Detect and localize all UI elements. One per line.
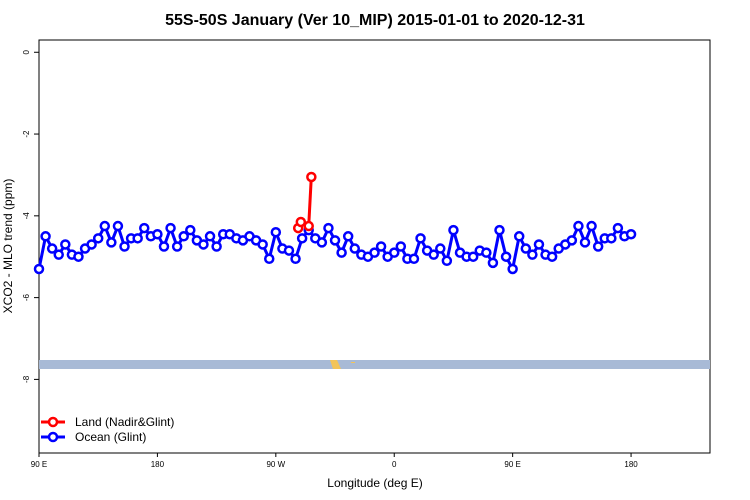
data-point-ocean bbox=[40, 231, 51, 242]
data-point-ocean bbox=[53, 249, 64, 260]
data-point-ocean bbox=[139, 222, 150, 234]
y-axis-label: XCO2 - MLO trend (ppm) bbox=[1, 179, 15, 314]
data-point-ocean bbox=[263, 253, 275, 265]
y-tick-label: -8 bbox=[22, 375, 31, 383]
x-axis: 90 E 180 90 W 0 90 E 180 bbox=[31, 453, 638, 469]
data-point-ocean bbox=[86, 239, 97, 250]
data-point-ocean bbox=[415, 233, 426, 244]
land-marker-dot bbox=[351, 362, 355, 363]
data-point-ocean bbox=[435, 243, 446, 254]
data-point-ocean bbox=[132, 233, 143, 244]
data-point-ocean bbox=[566, 235, 578, 246]
y-tick-label: 0 bbox=[22, 49, 31, 54]
data-point-ocean bbox=[592, 241, 604, 252]
data-point-ocean bbox=[165, 222, 176, 234]
y-axis: 0 -2 -4 -6 -8 bbox=[22, 49, 39, 383]
data-point-ocean bbox=[99, 220, 111, 232]
data-point-ocean bbox=[46, 243, 58, 254]
plot-frame bbox=[38, 39, 711, 454]
x-tick-label: 90 E bbox=[31, 460, 47, 469]
legend-marker-ocean bbox=[47, 431, 59, 443]
data-point-ocean bbox=[329, 235, 341, 246]
x-tick-label: 180 bbox=[151, 460, 165, 469]
data-point-ocean bbox=[507, 263, 518, 275]
data-point-ocean bbox=[342, 231, 354, 242]
data-point-ocean bbox=[369, 247, 380, 258]
x-tick-label: 90 E bbox=[504, 460, 520, 469]
data-point-ocean bbox=[395, 241, 407, 252]
data-point-ocean bbox=[481, 247, 492, 258]
y-tick-label: -6 bbox=[22, 294, 31, 302]
data-point-ocean bbox=[579, 237, 591, 248]
data-point-ocean bbox=[73, 251, 84, 262]
data-point-ocean bbox=[467, 251, 479, 262]
data-point-ocean bbox=[323, 222, 334, 234]
data-point-ocean bbox=[520, 243, 532, 254]
data-point-ocean bbox=[336, 247, 347, 258]
latitude-band bbox=[39, 360, 710, 369]
legend-item-ocean: Ocean (Glint) bbox=[41, 430, 146, 444]
legend: Land (Nadir&Glint) Ocean (Glint) bbox=[41, 415, 174, 444]
x-tick-label: 90 W bbox=[266, 460, 285, 469]
data-point-ocean bbox=[612, 222, 624, 234]
data-point-ocean bbox=[33, 263, 45, 275]
data-point-ocean bbox=[487, 257, 499, 269]
data-point-ocean bbox=[257, 239, 268, 250]
data-point-ocean bbox=[513, 231, 525, 242]
data-point-ocean bbox=[606, 233, 617, 244]
data-point-ocean bbox=[270, 226, 282, 238]
data-point-ocean bbox=[349, 243, 361, 254]
x-axis-label: Longitude (deg E) bbox=[327, 476, 422, 490]
data-point-ocean bbox=[448, 224, 459, 236]
data-point-ocean bbox=[171, 241, 183, 252]
data-point-ocean bbox=[500, 251, 512, 262]
data-point-ocean bbox=[625, 228, 637, 240]
data-point-ocean bbox=[388, 247, 400, 258]
data-point-ocean bbox=[158, 241, 170, 252]
land-marker bbox=[330, 360, 341, 369]
data-point-ocean bbox=[178, 231, 189, 242]
data-point-ocean bbox=[533, 239, 545, 250]
data-point-ocean bbox=[152, 228, 163, 240]
data-point-ocean bbox=[573, 220, 584, 232]
y-tick-label: -2 bbox=[22, 130, 31, 138]
data-point-ocean bbox=[60, 239, 71, 250]
legend-label-land: Land (Nadir&Glint) bbox=[75, 415, 174, 429]
data-point-ocean bbox=[296, 233, 308, 244]
data-point-land bbox=[303, 220, 314, 232]
x-tick-label: 180 bbox=[624, 460, 638, 469]
data-point-ocean bbox=[92, 233, 104, 244]
data-point-ocean bbox=[198, 239, 209, 250]
legend-label-ocean: Ocean (Glint) bbox=[75, 430, 146, 444]
data-point-land bbox=[306, 171, 317, 183]
data-point-ocean bbox=[494, 224, 505, 236]
data-point-ocean bbox=[112, 220, 124, 232]
data-point-ocean bbox=[586, 220, 597, 232]
data-point-land bbox=[295, 216, 307, 228]
data-point-ocean bbox=[211, 241, 222, 252]
legend-marker-land bbox=[47, 416, 59, 428]
data-point-ocean bbox=[316, 237, 328, 248]
series-layer bbox=[33, 171, 637, 275]
data-point-ocean bbox=[290, 253, 301, 265]
y-tick-label: -4 bbox=[22, 212, 31, 220]
x-tick-label: 0 bbox=[392, 460, 397, 469]
data-point-ocean bbox=[185, 224, 196, 236]
data-point-ocean bbox=[408, 253, 420, 265]
data-point-ocean bbox=[428, 249, 439, 260]
data-point-ocean bbox=[204, 231, 216, 242]
legend-item-land: Land (Nadir&Glint) bbox=[41, 415, 174, 429]
data-point-ocean bbox=[283, 245, 295, 256]
data-point-ocean bbox=[375, 241, 387, 252]
data-point-ocean bbox=[119, 241, 130, 252]
chart-title: 55S-50S January (Ver 10_MIP) 2015-01-01 … bbox=[165, 12, 585, 29]
data-point-ocean bbox=[106, 237, 117, 248]
data-point-ocean bbox=[546, 251, 558, 262]
data-point-ocean bbox=[441, 255, 453, 267]
data-point-ocean bbox=[527, 249, 538, 260]
